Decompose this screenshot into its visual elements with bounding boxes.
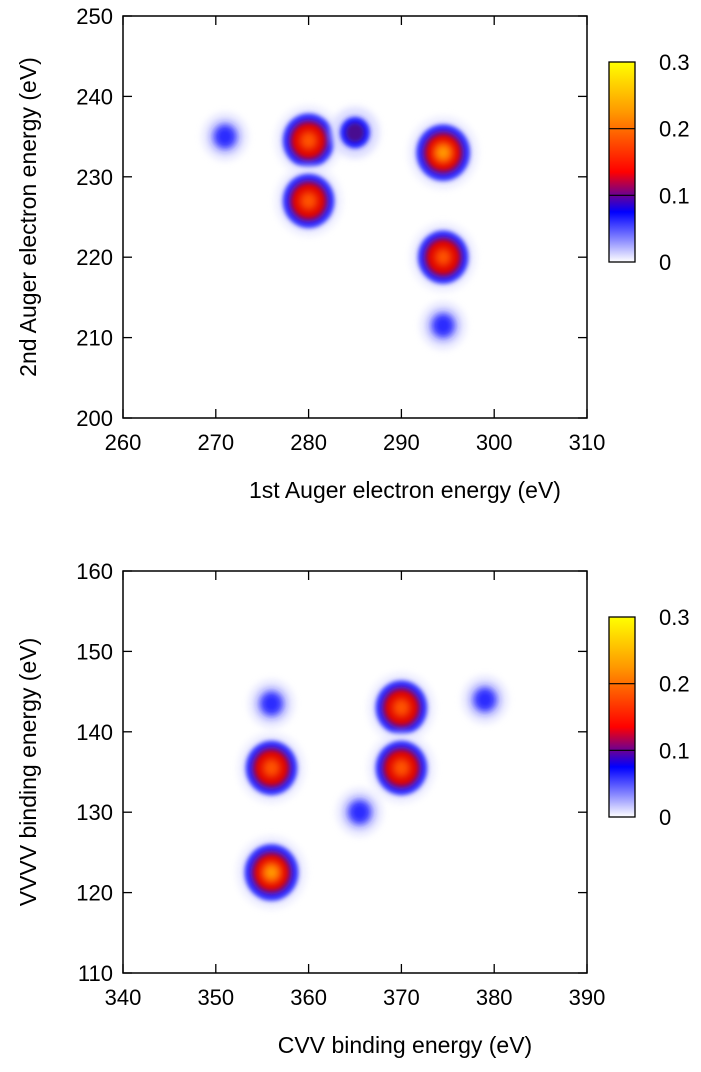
colorbar-gradient xyxy=(608,61,636,263)
y-axis-label: VVVV binding energy (eV) xyxy=(15,638,41,907)
colorbar-tick-label: 0.3 xyxy=(659,50,690,75)
plot-frame xyxy=(122,15,588,419)
heatmap-peak xyxy=(275,166,342,236)
y-tick-label: 240 xyxy=(76,84,113,109)
y-tick-label: 130 xyxy=(76,800,113,825)
heatmap-peak xyxy=(249,680,294,727)
colorbar-tick-label: 0.3 xyxy=(659,605,690,630)
heatmap-peak xyxy=(368,733,435,803)
x-tick-label: 260 xyxy=(105,430,142,455)
y-tick-label: 140 xyxy=(76,720,113,745)
y-tick-label: 250 xyxy=(76,4,113,29)
heatmap-peak xyxy=(203,113,248,160)
y-axis-label: 2nd Auger electron energy (eV) xyxy=(15,57,41,377)
colorbar: 0 0.1 0.2 0.3 xyxy=(608,605,690,830)
colorbar-tick-label: 0.2 xyxy=(659,672,690,697)
x-tick-label: 340 xyxy=(105,985,142,1010)
heatmap-peak xyxy=(238,733,305,803)
x-axis-label: CVV binding energy (eV) xyxy=(278,1032,532,1058)
heatmap-peak xyxy=(421,302,466,349)
heatmap-peak xyxy=(337,789,382,836)
heatmap-peak xyxy=(331,107,379,158)
y-tick-label: 200 xyxy=(76,406,113,431)
y-tick-label: 110 xyxy=(78,961,113,986)
heatmap-peak xyxy=(462,676,507,723)
plot-frame xyxy=(122,570,588,974)
heatmap-peak xyxy=(409,116,478,189)
x-tick-label: 290 xyxy=(383,430,420,455)
colorbar: 0 0.1 0.2 0.3 xyxy=(608,50,690,275)
heatmap-peak xyxy=(411,223,476,291)
x-tick-label: 380 xyxy=(476,985,513,1010)
y-tick-label: 120 xyxy=(76,881,113,906)
x-axis-label: 1st Auger electron energy (eV) xyxy=(249,477,561,503)
colorbar-tick-label: 0 xyxy=(659,805,671,830)
x-tick-label: 390 xyxy=(569,985,606,1010)
colorbar-tick-label: 0 xyxy=(659,250,671,275)
x-tick-label: 280 xyxy=(290,430,327,455)
heatmap-peak xyxy=(368,673,435,742)
x-tick-label: 360 xyxy=(290,985,327,1010)
colorbar-tick-label: 0.1 xyxy=(659,738,690,763)
colorbar-tick-label: 0.1 xyxy=(659,183,690,208)
y-tick-label: 220 xyxy=(76,245,113,270)
colorbar-tick-label: 0.2 xyxy=(659,117,690,142)
x-tick-label: 270 xyxy=(197,430,234,455)
y-tick-label: 160 xyxy=(76,559,113,584)
chart-panel-2: 340 350 360 370 380 390 110 120 130 140 150 160 CVV … xyxy=(15,559,690,1058)
heatmap-area xyxy=(237,673,507,909)
x-tick-label: 370 xyxy=(383,985,420,1010)
y-tick-label: 150 xyxy=(76,639,113,664)
colorbar-gradient xyxy=(608,616,636,818)
heatmap-peak xyxy=(237,836,306,909)
x-tick-label: 350 xyxy=(197,985,234,1010)
x-tick-label: 310 xyxy=(569,430,606,455)
x-tick-label: 300 xyxy=(476,430,513,455)
heatmap-area xyxy=(203,106,478,349)
y-tick-label: 210 xyxy=(76,326,113,351)
y-tick-label: 230 xyxy=(76,165,113,190)
chart-panel-1: 260 270 280 290 300 310 200 210 220 230 240 250 1st … xyxy=(15,4,690,503)
heatmap-peak xyxy=(275,106,342,175)
